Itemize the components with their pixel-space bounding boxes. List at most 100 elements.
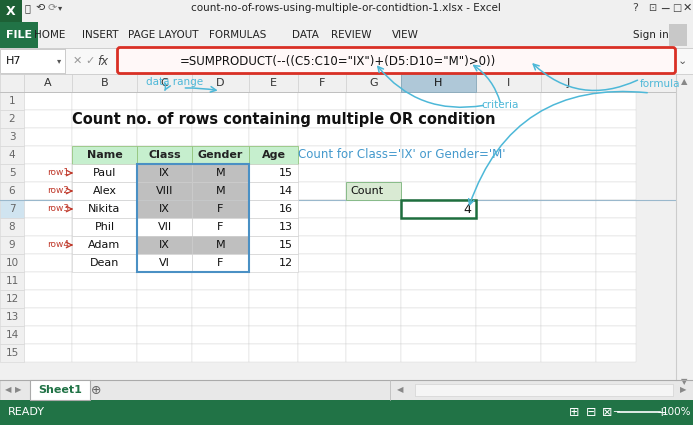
- Text: criteria: criteria: [481, 100, 518, 110]
- Text: 1: 1: [9, 96, 15, 106]
- FancyBboxPatch shape: [0, 218, 24, 236]
- FancyBboxPatch shape: [192, 182, 249, 200]
- FancyBboxPatch shape: [346, 272, 401, 290]
- Text: Age: Age: [261, 150, 286, 160]
- FancyBboxPatch shape: [346, 182, 401, 200]
- FancyBboxPatch shape: [249, 290, 298, 308]
- FancyBboxPatch shape: [24, 308, 72, 326]
- Text: E: E: [270, 78, 277, 88]
- FancyBboxPatch shape: [192, 164, 249, 182]
- FancyBboxPatch shape: [192, 308, 249, 326]
- Text: IX: IX: [159, 240, 170, 250]
- FancyBboxPatch shape: [192, 236, 249, 254]
- FancyBboxPatch shape: [118, 48, 676, 74]
- FancyBboxPatch shape: [401, 200, 476, 218]
- FancyBboxPatch shape: [192, 182, 249, 200]
- FancyBboxPatch shape: [249, 110, 298, 128]
- Text: Class: Class: [148, 150, 181, 160]
- Text: ⟳: ⟳: [47, 3, 57, 13]
- FancyBboxPatch shape: [249, 182, 298, 200]
- FancyBboxPatch shape: [476, 200, 541, 218]
- FancyBboxPatch shape: [596, 290, 636, 308]
- FancyBboxPatch shape: [401, 128, 476, 146]
- FancyBboxPatch shape: [541, 92, 596, 110]
- FancyBboxPatch shape: [476, 254, 541, 272]
- FancyBboxPatch shape: [72, 254, 137, 272]
- FancyBboxPatch shape: [137, 236, 192, 254]
- FancyBboxPatch shape: [401, 164, 476, 182]
- FancyBboxPatch shape: [192, 254, 249, 272]
- FancyBboxPatch shape: [192, 218, 249, 236]
- FancyBboxPatch shape: [669, 24, 687, 46]
- FancyBboxPatch shape: [476, 218, 541, 236]
- Text: F: F: [218, 222, 224, 232]
- FancyBboxPatch shape: [541, 218, 596, 236]
- FancyBboxPatch shape: [24, 344, 72, 362]
- Text: ◀: ◀: [5, 385, 11, 394]
- FancyBboxPatch shape: [249, 218, 298, 236]
- FancyBboxPatch shape: [401, 326, 476, 344]
- Text: C: C: [161, 78, 168, 88]
- FancyBboxPatch shape: [72, 128, 137, 146]
- FancyBboxPatch shape: [72, 308, 137, 326]
- FancyBboxPatch shape: [401, 290, 476, 308]
- Text: =SUMPRODUCT(--((C5:C10="IX")+(D5:D10="M")>0)): =SUMPRODUCT(--((C5:C10="IX")+(D5:D10="M"…: [180, 54, 496, 68]
- Text: ▾: ▾: [57, 57, 61, 65]
- FancyBboxPatch shape: [401, 200, 476, 218]
- Text: 15: 15: [279, 168, 293, 178]
- FancyBboxPatch shape: [137, 326, 192, 344]
- FancyBboxPatch shape: [72, 290, 137, 308]
- Text: REVIEW: REVIEW: [331, 30, 371, 40]
- FancyBboxPatch shape: [192, 200, 249, 218]
- FancyBboxPatch shape: [476, 236, 541, 254]
- Text: ▶: ▶: [15, 385, 21, 394]
- FancyBboxPatch shape: [298, 236, 346, 254]
- Text: M: M: [216, 240, 225, 250]
- FancyBboxPatch shape: [0, 146, 24, 164]
- FancyBboxPatch shape: [596, 272, 636, 290]
- FancyBboxPatch shape: [298, 272, 346, 290]
- Text: row3: row3: [47, 204, 69, 213]
- FancyBboxPatch shape: [0, 0, 22, 22]
- FancyBboxPatch shape: [401, 74, 476, 92]
- Text: 100%: 100%: [663, 407, 692, 417]
- Text: ⟲: ⟲: [35, 3, 44, 13]
- FancyBboxPatch shape: [192, 92, 249, 110]
- Text: 7: 7: [9, 204, 15, 214]
- FancyBboxPatch shape: [596, 236, 636, 254]
- FancyBboxPatch shape: [249, 218, 298, 236]
- FancyBboxPatch shape: [541, 254, 596, 272]
- Text: Count for Class='IX' or Gender='M': Count for Class='IX' or Gender='M': [298, 148, 505, 162]
- FancyBboxPatch shape: [596, 308, 636, 326]
- FancyBboxPatch shape: [298, 92, 346, 110]
- FancyBboxPatch shape: [298, 110, 346, 128]
- FancyBboxPatch shape: [72, 164, 137, 182]
- Text: 12: 12: [279, 258, 293, 268]
- Text: FORMULAS: FORMULAS: [209, 30, 267, 40]
- FancyBboxPatch shape: [596, 200, 636, 218]
- Text: X: X: [6, 5, 16, 17]
- Text: 15: 15: [6, 348, 19, 358]
- FancyBboxPatch shape: [476, 290, 541, 308]
- Text: A: A: [44, 78, 52, 88]
- FancyBboxPatch shape: [249, 200, 298, 218]
- Text: 4: 4: [463, 202, 471, 215]
- FancyBboxPatch shape: [249, 74, 298, 92]
- FancyBboxPatch shape: [30, 380, 90, 400]
- Text: ⊞: ⊞: [569, 405, 579, 419]
- Text: ─: ─: [661, 3, 669, 16]
- Text: 14: 14: [6, 330, 19, 340]
- FancyBboxPatch shape: [0, 92, 24, 110]
- FancyBboxPatch shape: [401, 308, 476, 326]
- FancyBboxPatch shape: [0, 182, 24, 200]
- FancyBboxPatch shape: [0, 254, 24, 272]
- FancyBboxPatch shape: [249, 308, 298, 326]
- FancyBboxPatch shape: [0, 128, 24, 146]
- FancyBboxPatch shape: [476, 182, 541, 200]
- FancyBboxPatch shape: [0, 110, 24, 128]
- Text: Gender: Gender: [198, 150, 243, 160]
- FancyBboxPatch shape: [137, 236, 192, 254]
- FancyBboxPatch shape: [24, 254, 72, 272]
- Text: READY: READY: [8, 407, 45, 417]
- FancyBboxPatch shape: [541, 146, 596, 164]
